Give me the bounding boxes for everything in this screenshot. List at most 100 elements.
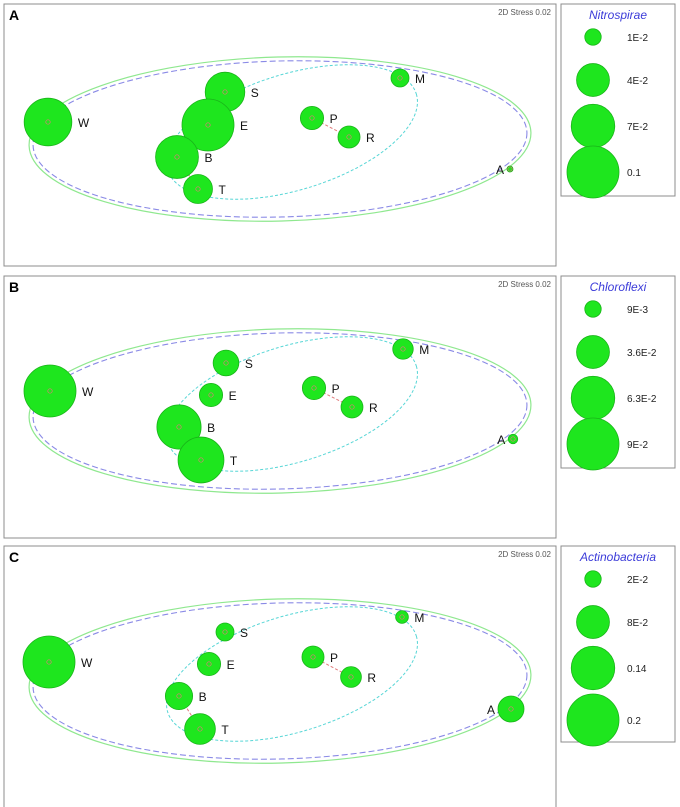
legend-bubble [576, 605, 610, 639]
bubble-p [301, 375, 327, 401]
bubble-center-marker [508, 706, 514, 712]
bubble-m [395, 610, 409, 624]
point-label-r: R [369, 401, 378, 415]
bubble-s [212, 349, 240, 377]
point-label-a: A [497, 433, 505, 447]
point-label-p: P [330, 112, 338, 126]
bubble-center-marker [397, 75, 403, 81]
legend-bubble [576, 335, 610, 369]
legend-bubble [566, 693, 620, 747]
bubble-center-marker [45, 119, 51, 125]
point-label-w: W [82, 385, 94, 399]
bubble-e [196, 651, 222, 677]
bubble-center-marker [507, 166, 513, 172]
stress-label: 2D Stress 0.02 [498, 8, 551, 17]
bubble-b [155, 135, 199, 179]
point-label-b: B [207, 421, 215, 435]
point-label-w: W [78, 116, 90, 130]
bubble-w [23, 97, 73, 147]
point-label-w: W [81, 656, 93, 670]
bubble-center-marker [205, 122, 211, 128]
point-label-e: E [227, 658, 235, 672]
point-label-b: B [204, 151, 212, 165]
point-label-r: R [367, 671, 376, 685]
bubble-center-marker [197, 726, 203, 732]
legend-value-label: 8E-2 [627, 618, 649, 629]
legend-title: Chloroflexi [590, 280, 647, 294]
point-label-t: T [230, 454, 238, 468]
bubble-center-marker [208, 392, 214, 398]
point-label-b: B [199, 690, 207, 704]
point-label-s: S [240, 626, 248, 640]
dashed-ellipse [32, 60, 528, 218]
bubble-center-marker [47, 388, 53, 394]
bubble-a [497, 695, 525, 723]
bubble-center-marker [222, 629, 228, 635]
bubble-center-marker [349, 404, 355, 410]
legend: Chloroflexi 9E-3 3.6E-2 6.3E-2 9E-2 [560, 275, 676, 471]
bubble-center-marker [206, 661, 212, 667]
bubble-center-marker [223, 360, 229, 366]
bubble-center-marker [176, 693, 182, 699]
legend-value-label: 7E-2 [627, 122, 649, 133]
point-label-e: E [240, 119, 248, 133]
legend-value-label: 4E-2 [627, 76, 649, 87]
legend-bubble [584, 570, 602, 588]
legend: Actinobacteria 2E-2 8E-2 0.14 0.2 [560, 545, 676, 747]
point-label-m: M [414, 611, 424, 625]
point-label-p: P [330, 651, 338, 665]
plot-frame [3, 545, 557, 807]
plot-frame [3, 3, 557, 267]
point-label-s: S [245, 357, 253, 371]
point-label-t: T [221, 723, 229, 737]
bubble-p [301, 645, 325, 669]
legend-value-label: 9E-3 [627, 305, 649, 316]
panel-a: A 2D Stress 0.02 W S E B T P R M A Nitrospirae 1E-2 4… [3, 3, 676, 267]
dashed-ellipse [32, 602, 528, 760]
bubble-center-marker [400, 346, 406, 352]
bubble-r [340, 395, 364, 419]
bubble-center-marker [510, 436, 516, 442]
legend-value-label: 0.1 [627, 168, 641, 179]
bubble-center-marker [310, 654, 316, 660]
point-label-e: E [229, 389, 237, 403]
legend-bubble [566, 145, 620, 199]
panel-label: C [9, 549, 19, 565]
panel-b: B 2D Stress 0.02 W S E B T P R M A Chloroflexi 9E-3 3… [3, 275, 676, 539]
bubble-b [164, 681, 194, 711]
point-label-m: M [419, 343, 429, 357]
bubble-center-marker [195, 186, 201, 192]
legend-bubble [584, 300, 602, 318]
point-label-a: A [487, 703, 495, 717]
legend-bubble [570, 103, 616, 149]
outer-ellipse [28, 328, 532, 494]
legend-bubble [566, 417, 620, 471]
bubble-w [23, 364, 77, 418]
bubble-e [181, 98, 235, 152]
legend-value-label: 0.14 [627, 664, 647, 675]
bubble-r [340, 666, 362, 688]
outer-ellipse [28, 56, 532, 222]
bubble-center-marker [348, 674, 354, 680]
plot-frame [3, 275, 557, 539]
bubble-t [177, 436, 225, 484]
stress-label: 2D Stress 0.02 [498, 550, 551, 559]
bubble-t [184, 713, 216, 745]
bubble-w [22, 635, 76, 689]
dashed-ellipse [32, 332, 528, 490]
bubble-b [156, 404, 202, 450]
legend: Nitrospirae 1E-2 4E-2 7E-2 0.1 [560, 3, 676, 199]
bubble-center-marker [176, 424, 182, 430]
legend-bubble [570, 645, 616, 691]
bubble-center-marker [311, 385, 317, 391]
point-label-a: A [496, 163, 504, 177]
legend-value-label: 1E-2 [627, 33, 649, 44]
bubble-center-marker [222, 89, 228, 95]
legend-value-label: 9E-2 [627, 440, 649, 451]
legend-value-label: 6.3E-2 [627, 394, 657, 405]
legend-value-label: 0.2 [627, 716, 641, 727]
panel-c: C 2D Stress 0.02 W S E B T P R M A Actinobacteria 2E… [3, 545, 676, 807]
legend-bubble [570, 375, 616, 421]
bubble-m [392, 338, 414, 360]
